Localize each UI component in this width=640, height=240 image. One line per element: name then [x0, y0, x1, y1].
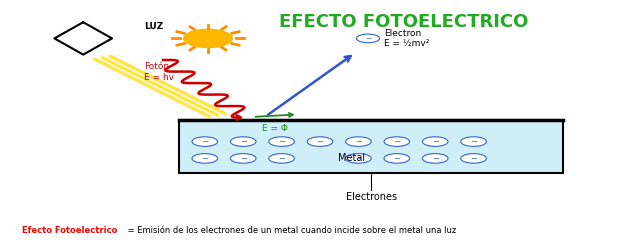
Text: −: − — [278, 137, 285, 146]
Text: −: − — [240, 154, 246, 163]
Circle shape — [461, 137, 486, 146]
Text: EFECTO FOTOELECTRICO: EFECTO FOTOELECTRICO — [278, 12, 528, 30]
Text: −: − — [394, 137, 400, 146]
Text: Electrones: Electrones — [346, 192, 397, 202]
Text: Electron
E = ½mv²: Electron E = ½mv² — [384, 29, 429, 48]
Circle shape — [384, 137, 410, 146]
Circle shape — [192, 154, 218, 163]
Text: −: − — [470, 137, 477, 146]
Circle shape — [356, 34, 380, 43]
Text: Fotón
E = hv: Fotón E = hv — [144, 62, 174, 82]
Text: −: − — [365, 34, 371, 43]
Circle shape — [346, 137, 371, 146]
Circle shape — [269, 137, 294, 146]
Text: −: − — [432, 154, 438, 163]
Text: −: − — [202, 154, 208, 163]
Circle shape — [307, 137, 333, 146]
Text: = Emisión de los electrones de un metal cuando incide sobre el metal una luz: = Emisión de los electrones de un metal … — [125, 226, 456, 235]
Text: −: − — [355, 154, 362, 163]
Text: −: − — [470, 154, 477, 163]
Text: −: − — [432, 137, 438, 146]
Text: −: − — [394, 154, 400, 163]
Circle shape — [192, 137, 218, 146]
Circle shape — [269, 154, 294, 163]
Text: LUZ: LUZ — [144, 22, 163, 31]
Circle shape — [461, 154, 486, 163]
Text: Efecto Fotoelectrico: Efecto Fotoelectrico — [22, 226, 118, 235]
Circle shape — [422, 137, 448, 146]
Text: −: − — [240, 137, 246, 146]
Bar — [179, 120, 563, 173]
Circle shape — [230, 137, 256, 146]
Circle shape — [422, 154, 448, 163]
Text: Metal: Metal — [339, 153, 365, 163]
Circle shape — [230, 154, 256, 163]
Circle shape — [184, 29, 232, 48]
Text: −: − — [317, 137, 323, 146]
Circle shape — [346, 154, 371, 163]
Text: −: − — [278, 154, 285, 163]
Circle shape — [384, 154, 410, 163]
Text: −: − — [202, 137, 208, 146]
Text: −: − — [355, 137, 362, 146]
Text: E = Φ: E = Φ — [262, 124, 288, 133]
